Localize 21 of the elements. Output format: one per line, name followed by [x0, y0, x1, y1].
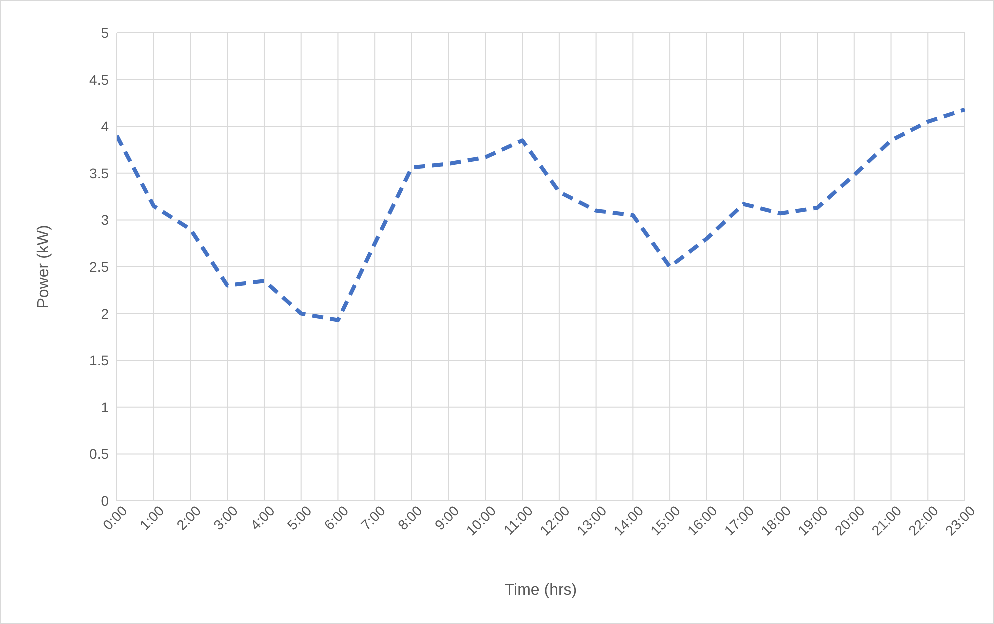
x-tick-label: 7:00	[358, 502, 389, 534]
x-tick-label: 4:00	[247, 502, 278, 534]
x-tick-label: 8:00	[394, 502, 426, 534]
line-series	[117, 108, 965, 322]
y-tick-label: 3	[101, 212, 110, 228]
y-tick-label: 5	[101, 24, 110, 41]
y-tick-label: 0	[101, 492, 110, 509]
x-tick-label: 5:00	[284, 502, 315, 534]
x-tick-label: 9:00	[432, 502, 462, 534]
y-tick-label: 1.5	[90, 352, 110, 369]
x-tick-label: 3:00	[210, 502, 242, 534]
x-axis-title: Time (hrs)	[504, 582, 578, 599]
y-tick-label: 2	[101, 306, 110, 322]
y-tick-label: 2.5	[90, 258, 110, 275]
y-tick-label: 0.5	[90, 446, 110, 462]
y-tick-label: 1	[101, 399, 110, 416]
x-tick-label: 6:00	[321, 502, 352, 534]
y-tick-label: 4.5	[90, 72, 110, 88]
y-tick-label: 3.5	[90, 165, 110, 182]
y-tick-label: 4	[101, 118, 110, 135]
y-axis-title: Power (kW)	[36, 225, 53, 309]
